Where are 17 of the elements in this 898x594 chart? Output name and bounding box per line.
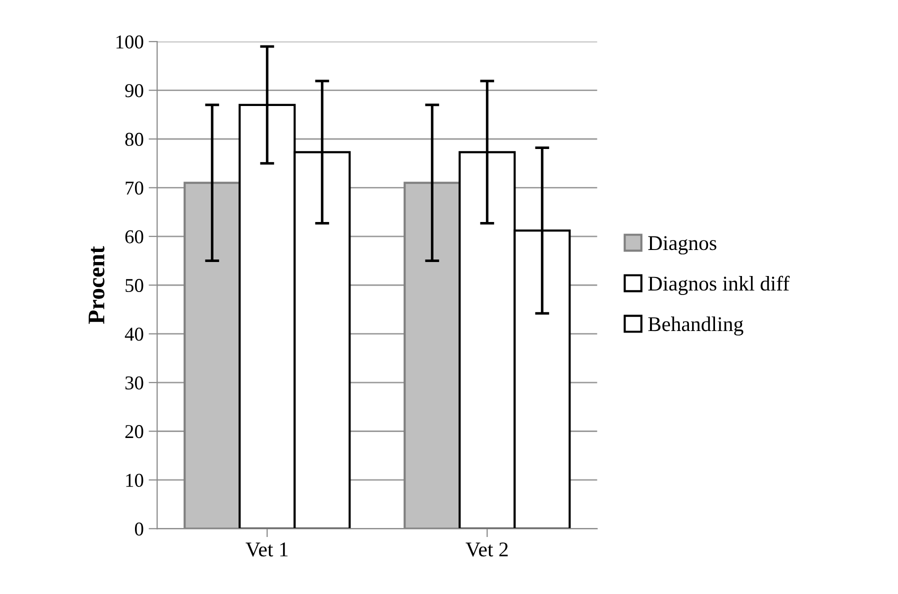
y-tick-label: 90 <box>125 84 144 98</box>
y-tick-label: 0 <box>134 522 144 536</box>
y-tick-label: 50 <box>126 278 144 292</box>
y-tick-label: 30 <box>125 376 144 390</box>
y-tick-label: 60 <box>125 230 144 244</box>
legend-label: Diagnos inkl diff <box>648 276 790 295</box>
y-tick-label: 10 <box>126 474 144 487</box>
y-tick-label: 100 <box>116 35 144 49</box>
y-axis-title: Procent <box>88 246 104 324</box>
x-tick-label: Vet 2 <box>466 542 508 557</box>
y-tick-label: 20 <box>125 425 144 438</box>
y-tick-label: 70 <box>126 182 144 195</box>
y-tick-label: 40 <box>124 328 144 341</box>
legend-label: Diagnos <box>648 236 716 254</box>
legend-label: Behandling <box>648 316 744 336</box>
x-tick-label: Vet 1 <box>246 542 288 557</box>
y-tick-label: 80 <box>125 132 144 146</box>
